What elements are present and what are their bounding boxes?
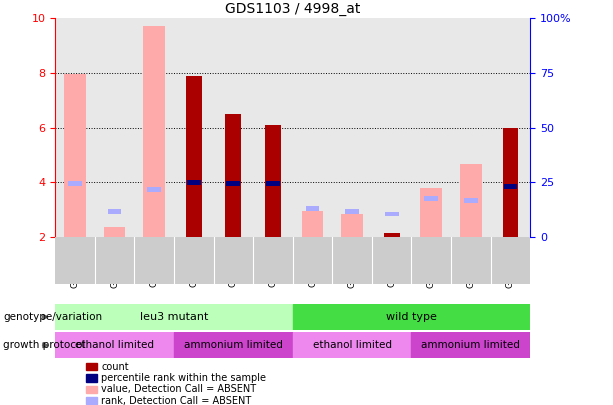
- Bar: [385, 211, 398, 216]
- Bar: [302, 211, 324, 237]
- Bar: [55, 332, 174, 358]
- Bar: [503, 184, 517, 189]
- Bar: [293, 18, 332, 237]
- Bar: [174, 237, 213, 284]
- Bar: [293, 304, 530, 330]
- Text: percentile rank within the sample: percentile rank within the sample: [101, 373, 266, 383]
- Bar: [143, 26, 165, 237]
- Title: GDS1103 / 4998_at: GDS1103 / 4998_at: [225, 2, 360, 16]
- Bar: [86, 397, 97, 404]
- Bar: [213, 237, 253, 284]
- Bar: [503, 128, 519, 237]
- Bar: [305, 206, 319, 211]
- Bar: [55, 18, 95, 237]
- Bar: [332, 237, 372, 284]
- Text: growth protocol: growth protocol: [3, 340, 85, 350]
- Text: ethanol limited: ethanol limited: [75, 340, 154, 350]
- Bar: [345, 209, 359, 214]
- Text: count: count: [101, 362, 129, 371]
- Bar: [86, 386, 97, 393]
- Text: value, Detection Call = ABSENT: value, Detection Call = ABSENT: [101, 384, 256, 394]
- Bar: [266, 181, 280, 186]
- Bar: [341, 214, 363, 237]
- Bar: [253, 18, 293, 237]
- Bar: [187, 180, 200, 185]
- Bar: [134, 18, 174, 237]
- Bar: [104, 227, 126, 237]
- Text: ethanol limited: ethanol limited: [313, 340, 392, 350]
- Bar: [464, 198, 478, 203]
- Bar: [226, 181, 240, 186]
- Text: ammonium limited: ammonium limited: [184, 340, 283, 350]
- Bar: [490, 18, 530, 237]
- Bar: [174, 332, 293, 358]
- Bar: [293, 237, 332, 284]
- Bar: [86, 374, 97, 382]
- Bar: [424, 196, 438, 201]
- Bar: [64, 74, 86, 237]
- Bar: [411, 18, 451, 237]
- Text: rank, Detection Call = ABSENT: rank, Detection Call = ABSENT: [101, 396, 251, 405]
- Bar: [490, 237, 530, 284]
- Bar: [55, 304, 293, 330]
- Bar: [265, 125, 281, 237]
- Bar: [451, 18, 490, 237]
- Bar: [332, 18, 372, 237]
- Text: ammonium limited: ammonium limited: [421, 340, 520, 350]
- Bar: [95, 237, 134, 284]
- Text: leu3 mutant: leu3 mutant: [140, 312, 208, 322]
- Bar: [411, 332, 530, 358]
- Bar: [213, 18, 253, 237]
- Bar: [147, 187, 161, 192]
- Bar: [293, 332, 411, 358]
- Text: wild type: wild type: [386, 312, 437, 322]
- Bar: [55, 237, 95, 284]
- Bar: [86, 363, 97, 370]
- Bar: [134, 237, 174, 284]
- Bar: [108, 209, 121, 214]
- Bar: [68, 181, 82, 186]
- Bar: [411, 237, 451, 284]
- Bar: [460, 164, 482, 237]
- Bar: [421, 188, 442, 237]
- Text: genotype/variation: genotype/variation: [3, 312, 102, 322]
- Bar: [451, 237, 490, 284]
- Bar: [174, 18, 213, 237]
- Bar: [372, 18, 411, 237]
- Bar: [372, 237, 411, 284]
- Bar: [186, 76, 202, 237]
- Bar: [384, 233, 400, 237]
- Bar: [95, 18, 134, 237]
- Bar: [226, 114, 242, 237]
- Bar: [253, 237, 293, 284]
